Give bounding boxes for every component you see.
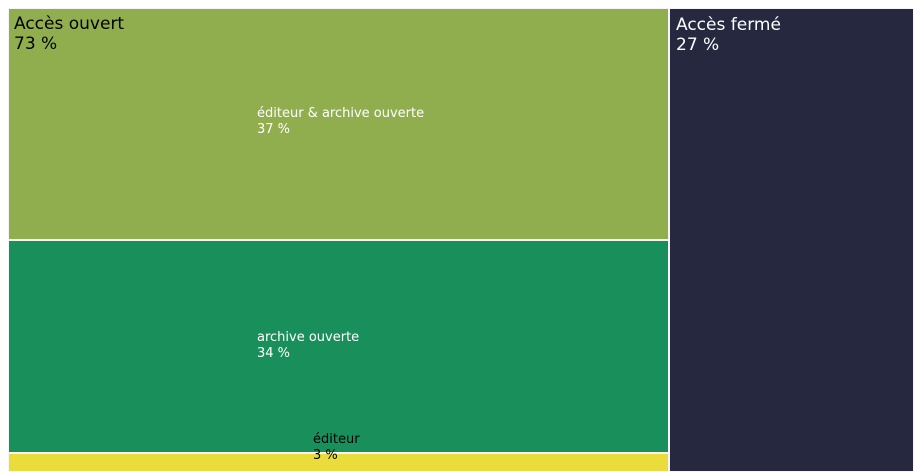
group-label-acces-ouvert: Accès ouvert 73 %: [14, 14, 124, 55]
tile-archive-ouverte[interactable]: archive ouverte 34 %: [8, 240, 669, 453]
tile-name: éditeur & archive ouverte: [257, 106, 425, 121]
tile-percentage: 27 %: [676, 35, 720, 56]
tile-name: Accès fermé: [676, 15, 781, 35]
group-label-acces-ferme: Accès fermé 27 %: [676, 15, 781, 56]
tile-percentage: 73 %: [14, 34, 58, 55]
tile-percentage: 37 %: [257, 121, 291, 137]
tile-percentage: 3 %: [313, 447, 338, 463]
tile-acces-ferme[interactable]: Accès fermé 27 %: [669, 8, 914, 472]
tile-name: archive ouverte: [257, 330, 360, 345]
tile-name: Accès ouvert: [14, 14, 125, 34]
tile-editeur[interactable]: éditeur 3 %: [8, 432, 669, 472]
tile-percentage: 34 %: [257, 345, 291, 361]
tile-name: éditeur: [313, 432, 360, 447]
tile-editeur-and-archive-ouverte[interactable]: éditeur & archive ouverte 37 %: [8, 8, 669, 240]
